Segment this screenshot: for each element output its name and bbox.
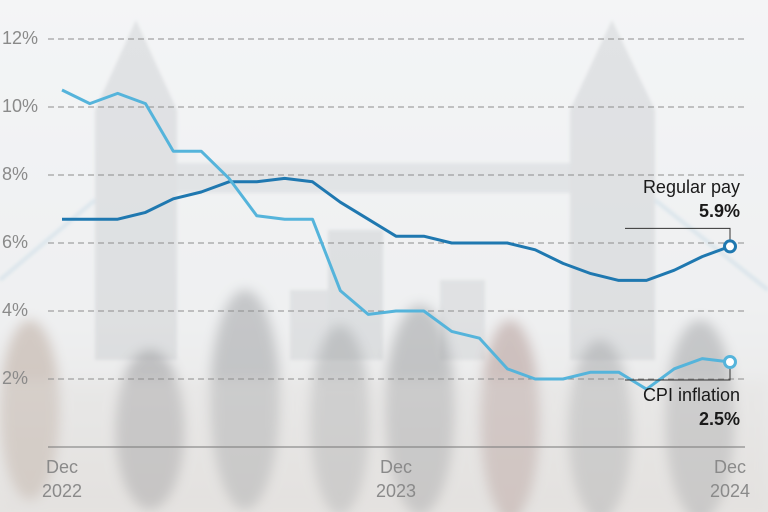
y-tick-label: 4% xyxy=(2,300,28,320)
end-marker xyxy=(723,239,737,254)
series-label: CPI inflation xyxy=(643,385,740,405)
value-label: 2.5% xyxy=(699,409,740,429)
x-tick-label: Dec 2023 xyxy=(375,457,417,501)
y-tick-label: 10% xyxy=(2,96,38,116)
x-tick-label: Dec 2022 xyxy=(41,457,83,501)
leader-line xyxy=(625,227,731,247)
y-tick-label: 6% xyxy=(2,232,28,252)
y-tick-label: 8% xyxy=(2,164,28,184)
y-tick-label: 2% xyxy=(2,368,28,388)
leader-line xyxy=(625,362,731,381)
x-tick-label: Dec 2024 xyxy=(709,457,751,501)
end-marker xyxy=(723,355,737,369)
line-series xyxy=(61,88,731,391)
value-label: 5.9% xyxy=(699,201,740,221)
series-label: Regular pay xyxy=(643,177,740,197)
crowd xyxy=(0,290,768,512)
bridge xyxy=(0,20,768,360)
line-series xyxy=(62,176,731,282)
y-tick-label: 12% xyxy=(2,28,38,48)
